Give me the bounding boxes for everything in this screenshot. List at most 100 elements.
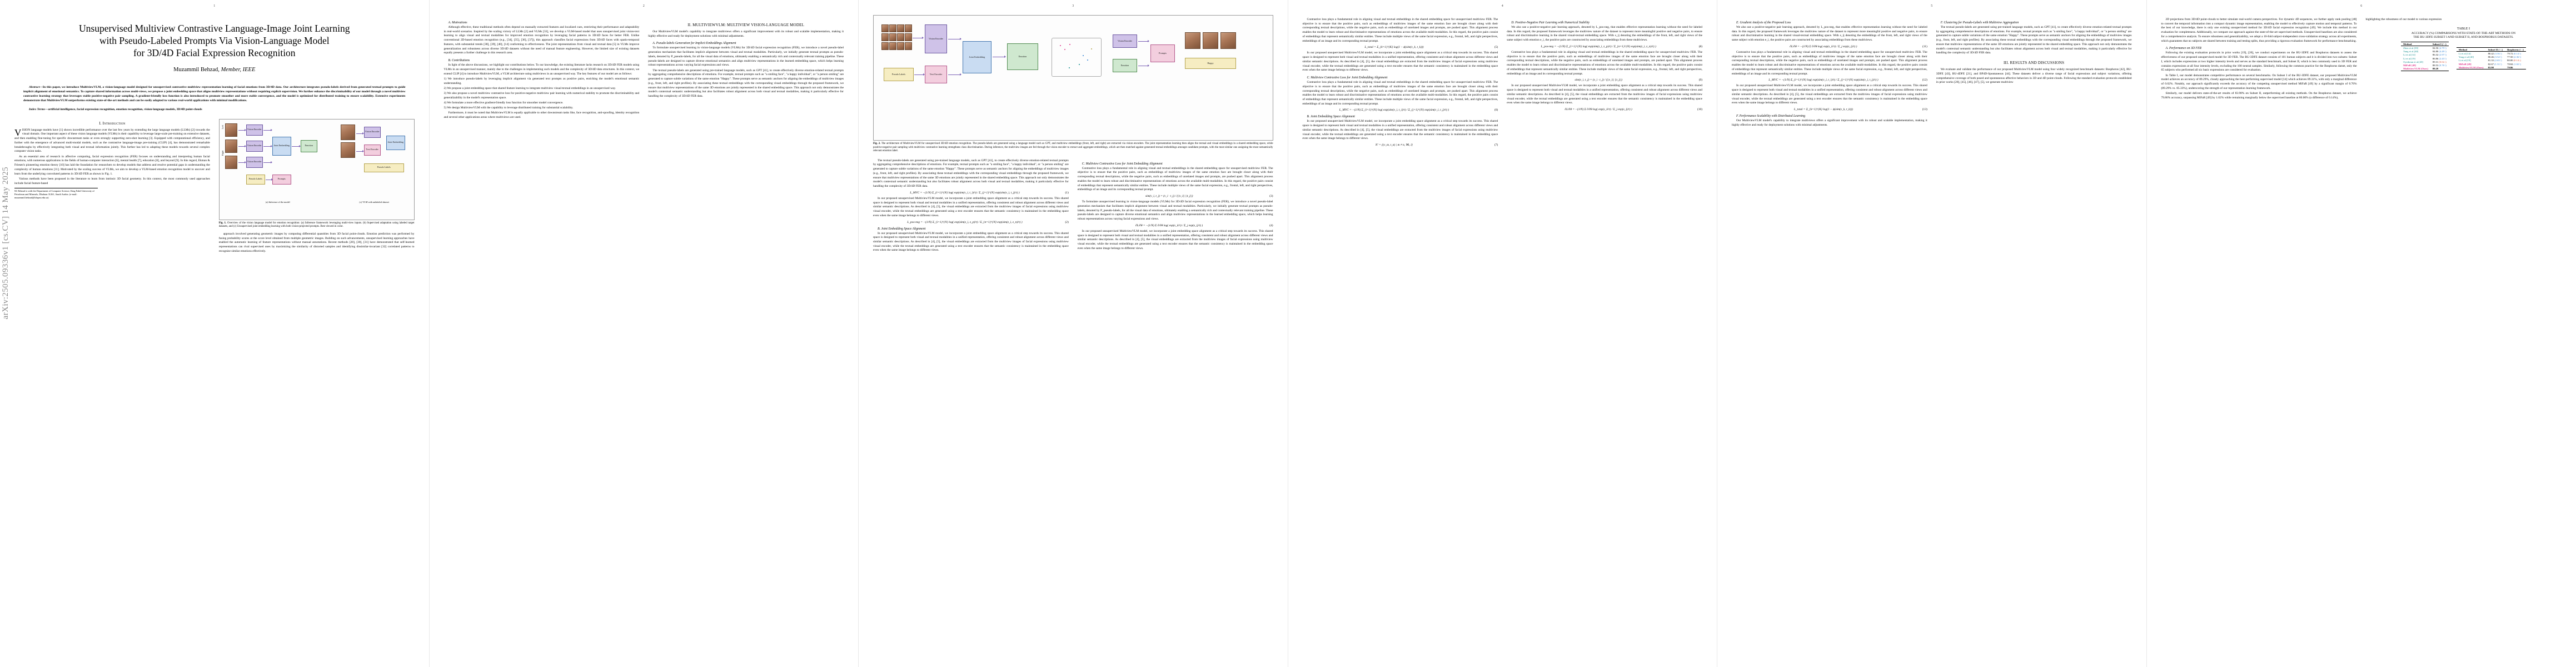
table-1-pair: Method Subset I (↑↓) Zhen et al.[39] 84.… [2366,42,2562,71]
page-2-column-2: II. MULTIVIEWVLM: MULTIVIEW VISION-LANGU… [648,18,844,121]
equation-11-number: (11) [1922,44,1927,48]
contribution-item-3: 3) We also propose a novel multiview con… [444,92,640,99]
cell-number: 80.00 [2507,59,2513,62]
page-3-column-2: C. Multiview Contrastive Loss for Joint … [1078,159,1273,254]
subhead-perf-scalability: F. Performance Scalability with Distribu… [1736,115,1806,118]
cell-method: MiFaR [49] [2403,63,2416,67]
subhead-contributions: B. Contributions [448,59,470,63]
equation-13-number: (13) [1922,108,1927,112]
inference-face-2 [1203,32,1218,49]
title-line-2: with Pseudo-Labeled Prompts Via Vision-L… [99,35,330,47]
pseudo-paragraph-1: To formulate unsupervised learning in vi… [648,46,844,67]
cell-method: Zhen et al.[39] [2403,47,2419,50]
scatter-dot [1069,44,1070,45]
page-title: Unsupervised Multiview Contrastive Langu… [22,22,407,59]
embedding-scatter-plot [1052,38,1102,77]
cell-method: Li et al.[14] [2458,52,2471,56]
cell-delta: (2.65↑) [2494,59,2502,62]
equation-10-number: (10) [1697,108,1702,112]
equation-6-body: L_MVC = −(1/N) Σ_{i=1}^{N} log( exp(sim(… [1339,108,1449,112]
prompts-block: Prompts [272,174,291,185]
intro-paragraph-3: Various methods have been proposed in th… [14,177,210,185]
equation-12-body: L_MVC = −(1/N) Σ_{i=1}^{N} log( exp(sim(… [1768,78,1879,82]
arrow-4 [263,129,272,131]
arrow-f2-6 [1138,40,1149,42]
figure-1-caption-text: Overview of the vision language model fo… [218,221,415,228]
face-cell-12 [905,42,912,50]
cell-method-ours: MultiviewVLM (Ours) [2456,66,2486,70]
figure-2-image: Vision Encoder Text Encoder Pseudo Label… [873,15,1273,141]
cell-value: 88.53 (0.76↑) [2430,63,2449,67]
cell-value-ours: 89.29 [2430,67,2449,71]
p4-c1-para-2: In our proposed unsupervised MultiviewVL… [1302,51,1498,72]
th-bosphorus: Bosphorus (↑↓) [2505,47,2526,52]
emotion-block: Emotion [300,140,317,152]
p6-c2-robust-line: highlighting the robustness of our model… [2365,18,2442,21]
page-6-columns: 2D projections from 3D/4D point-clouds t… [2161,18,2562,101]
cell-method: Li et al.[19] [2458,59,2471,62]
inference-vision-encoder: Vision Encoder [1113,34,1137,48]
arrow-1 [238,129,246,131]
arrow-b1 [356,132,364,135]
page-5-column-1: E. Gradient Analysis of the Proposed Los… [1732,18,1927,128]
author-membership: Member, IEEE [221,67,256,73]
text-encoder-block-b: Text Encoder [363,144,381,156]
page-1-column-2: Left Right Vision Encoder Vision Encoder… [218,116,415,255]
cell-number: 86.86 [2432,57,2439,60]
scatter-dot [1064,49,1065,50]
contribution-item-4: 4) We formulate a more effective gradien… [444,101,564,105]
face-cell-3 [897,24,904,32]
motivations-paragraph: Although effective, these traditional me… [444,26,640,55]
scatter-dot [1060,45,1061,46]
face-cell-7 [897,33,904,41]
equation-1-body: L_MVC = −(1/N) Σ_{i=1}^{N} log( exp(sim(… [910,191,1020,195]
page-1-column-1: I. Introduction V ISION language models h… [14,116,210,255]
p5-c2-para-1: The textual pseudo-labels are generated … [1936,26,2132,55]
multiview-face-grid-2 [881,33,912,41]
cell-number: 88.53 [2432,63,2439,67]
cell-value: 89.31 (0.02↓) [2430,60,2449,63]
equation-10-body: ∂L/∂θ = −(1/N) Σ ∂/∂θ log( exp(s_ii/τ) /… [1564,108,1632,112]
page-number-5: 5 [1931,4,1933,8]
table-row: MultiviewVLM (Ours) 83.98 79.86 [2456,66,2526,70]
cell-number: 80.46 [2488,56,2494,59]
cell-method: Li et al.[14] [2403,53,2415,57]
scatter-dot [1083,55,1084,56]
arrow-5 [263,145,272,147]
page-2-columns: A. Motivations Although effective, these… [444,18,844,121]
cell-value-ours: 83.98 [2485,66,2505,70]
cell-delta: (0.14↓) [2513,59,2522,62]
cell-number: 81.33 [2488,59,2494,62]
page-1-columns: I. Introduction V ISION language models h… [14,116,415,255]
figure-1-panel-b: Vision Encoder Text Encoder Joint Embedd… [337,121,411,205]
cell-number: 79.72 [2507,52,2513,56]
th-method: Method [2401,42,2430,47]
equation-2-body: L_pos-neg = −(1/N) Σ_{i=1}^{N} log( exp(… [907,220,1023,224]
text-encoder-block-f2: Text Encoder [925,66,947,83]
authors: Muzammil Behzad, Member, IEEE [14,67,415,73]
equation-4-body: ∂L/∂θ = −(1/N) Σ ∂/∂θ log( exp(s_ii/τ) /… [1135,223,1203,227]
index-terms-lead: Index Terms [29,107,45,111]
cell-delta: (4.79↑) [2439,47,2447,50]
equation-9: sim(v_i, t_j) = (v_i · t_j) / (||v_i|| |… [1507,78,1702,82]
table-header-row: Method Subset II (↑↓) Bosphorus (↑↓) [2456,47,2526,52]
p6-c1-para-3: In Table I, our model demonstrates compe… [2161,73,2357,90]
drop-cap: V [14,127,22,138]
equation-4-number: (4) [1269,223,1273,227]
equation-1-number: (1) [1065,191,1069,195]
cell-method: Oyedotun et al.[20] [2403,60,2423,63]
cell-number: 84.50 [2432,47,2439,50]
page-3-column-1: The textual pseudo-labels are generated … [873,159,1069,254]
multiview-face-grid [881,24,912,32]
face-cell-6 [889,33,896,41]
page-6: 6 2D projections from 3D/4D point-clouds… [2146,0,2576,667]
page-4-columns: Contrastive loss plays a fundamental rol… [1303,18,1703,149]
equation-9-body: sim(v_i, t_j) = (v_i · t_j) / (||v_i|| |… [1575,78,1622,82]
contributions-last-paragraph: Furthermore, it must be noted that Multi… [444,111,640,120]
arxiv-stamp: arXiv:2505.09336v1 [cs.CV] 14 May 2025 [1,167,10,320]
similarity-match-block: Prompts [1150,44,1175,62]
cell-delta: (3.52↑) [2494,56,2502,59]
face-cell-5 [881,33,889,41]
page-2-column-1: A. Motivations Although effective, these… [444,18,640,121]
page-number-1: 1 [213,4,216,8]
